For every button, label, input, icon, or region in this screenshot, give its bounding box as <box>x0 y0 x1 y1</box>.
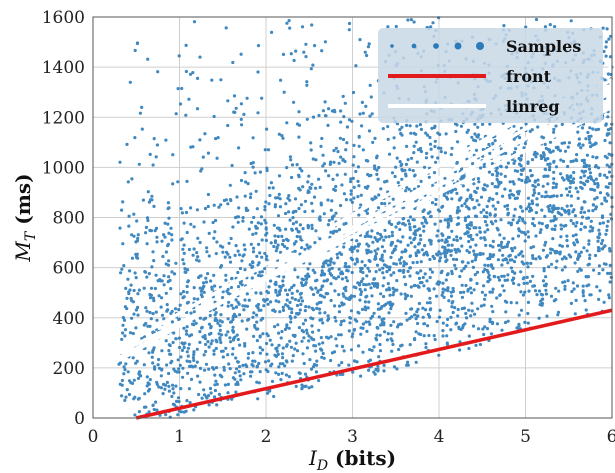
sample-points <box>117 16 614 419</box>
legend-label-Samples: Samples <box>506 37 581 56</box>
plot-frame <box>92 16 613 419</box>
legend-marker-samples <box>390 44 394 48</box>
x-tick-label: 0 <box>88 427 99 447</box>
y-tick-label: 1400 <box>42 58 85 78</box>
legend-label-front: front <box>506 67 552 86</box>
y-tick-label: 0 <box>74 409 85 429</box>
x-axis-label: ID (bits) <box>308 446 396 473</box>
samples-series <box>117 16 614 419</box>
x-tick-label: 6 <box>607 427 615 447</box>
front-series <box>135 308 613 420</box>
x-axis-ticks: 0 1 2 3 4 5 6 <box>88 427 615 447</box>
y-axis-label: MT (ms) <box>11 173 39 262</box>
y-tick-label: 1600 <box>42 8 85 28</box>
legend-box <box>378 28 603 123</box>
y-tick-label: 200 <box>53 359 85 379</box>
y-tick-label: 400 <box>53 309 85 329</box>
x-tick-label: 3 <box>347 427 358 447</box>
y-tick-label: 1000 <box>42 158 85 178</box>
y-tick-label: 600 <box>53 259 85 279</box>
x-tick-label: 1 <box>174 427 185 447</box>
legend-label-linreg: linreg <box>506 97 560 116</box>
legend-marker-samples <box>454 42 462 50</box>
x-tick-label: 4 <box>434 427 445 447</box>
legend: Samples front linreg <box>378 28 603 123</box>
linreg-series <box>118 65 613 362</box>
y-tick-label: 1200 <box>42 108 85 128</box>
linreg-line <box>118 78 613 362</box>
legend-marker-samples <box>476 42 484 50</box>
legend-marker-samples <box>411 43 417 49</box>
x-tick-label: 5 <box>520 427 531 447</box>
y-tick-label: 800 <box>53 209 85 229</box>
y-axis-ticks: 0 200 400 600 800 1000 1200 1400 1600 <box>42 8 85 429</box>
x-tick-label: 2 <box>261 427 272 447</box>
front-line <box>135 308 613 420</box>
legend-marker-samples <box>433 43 439 49</box>
